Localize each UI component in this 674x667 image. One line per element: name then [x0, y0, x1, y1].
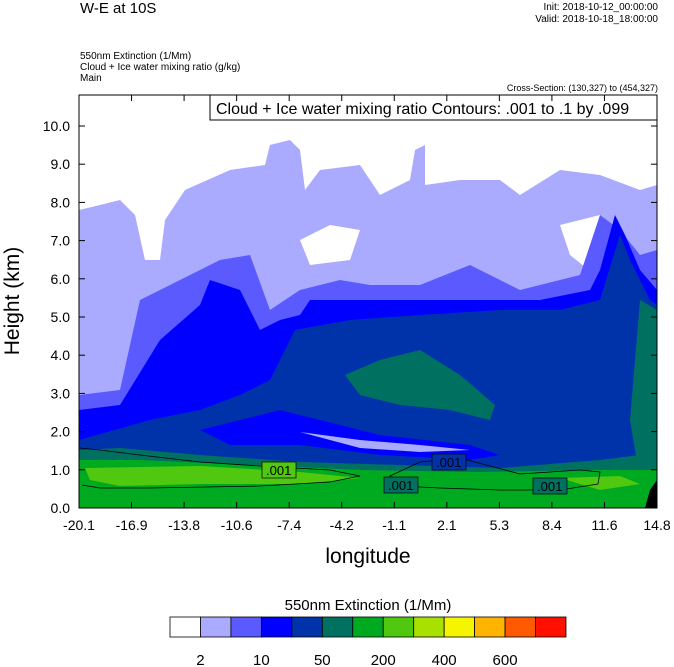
- x-tick-label: 8.4: [542, 517, 562, 533]
- contour-label: .001: [436, 455, 461, 470]
- contour-info-text: Cloud + Ice water mixing ratio Contours:…: [216, 101, 629, 118]
- colorbar-swatch: [474, 616, 506, 638]
- x-tick-label: -16.9: [116, 517, 148, 533]
- x-tick-label: -20.1: [63, 517, 95, 533]
- x-tick-label: -10.6: [221, 517, 253, 533]
- field-label-3: Main: [80, 73, 102, 84]
- region-yellowgreen: [85, 466, 640, 490]
- contour-value-labels: .001 .001 .001 .001: [261, 453, 568, 495]
- colorbar-swatch: [260, 616, 293, 638]
- x-tick-label: -1.1: [382, 517, 406, 533]
- x-tick-label: -4.2: [330, 517, 354, 533]
- colorbar-swatch: [535, 616, 567, 638]
- x-tick-label: -7.4: [277, 517, 301, 533]
- region-teal: [345, 300, 657, 500]
- contour-label: .001: [537, 479, 562, 494]
- y-tick-label: 4.0: [51, 347, 71, 363]
- y-tick-label: 1.0: [51, 462, 71, 478]
- colorbar-swatch: [200, 616, 232, 638]
- colorbar-label: 10: [253, 652, 270, 667]
- y-tick-label: 2.0: [51, 424, 71, 440]
- y-tick-label: 6.0: [51, 271, 71, 287]
- region-white-hole: [300, 215, 610, 275]
- y-tick-label: 0.0: [51, 500, 71, 516]
- colorbar-swatch: [352, 616, 384, 638]
- colorbar-label: 200: [371, 652, 396, 667]
- field-label-1: 550nm Extinction (1/Mm): [80, 51, 192, 62]
- colorbar-swatch: [291, 616, 323, 638]
- y-tick-label: 3.0: [51, 385, 71, 401]
- field-label-2: Cloud + Ice water mixing ratio (g/kg): [80, 62, 241, 73]
- cross-section-label: Cross-Section: (130,327) to (454,327): [506, 83, 658, 93]
- colorbar-swatch: [504, 616, 536, 638]
- colorbar-swatch: [382, 616, 415, 638]
- colorbar-label: 50: [314, 652, 331, 667]
- contour-label: .001: [266, 463, 291, 478]
- init-time: Init: 2018-10-12_00:00:00: [543, 2, 658, 13]
- colorbar-label: 600: [493, 652, 518, 667]
- y-tick-label: 9.0: [51, 156, 71, 172]
- x-tick-label: 11.6: [591, 517, 617, 533]
- y-axis-label: Height (km): [1, 247, 24, 356]
- colorbar-label: 400: [432, 652, 457, 667]
- colorbar-swatch: [413, 616, 445, 638]
- valid-time: Valid: 2018-10-18_18:00:00: [535, 14, 658, 25]
- x-axis-label: longitude: [325, 545, 410, 568]
- contour-label: .001: [388, 478, 413, 493]
- colorbar-swatch: [169, 616, 201, 638]
- y-tick-label: 10.0: [43, 118, 70, 134]
- x-tick-label: 14.8: [643, 517, 670, 533]
- x-tick-label: -13.8: [168, 517, 200, 533]
- colorbar-swatch: [321, 616, 354, 638]
- x-tick-label: 2.1: [437, 517, 457, 533]
- contour-info-box: [209, 94, 658, 121]
- extinction-field: [79, 95, 657, 508]
- region-dark-corner: [645, 480, 657, 508]
- x-tick-label: 5.3: [490, 517, 510, 533]
- y-tick-label: 7.0: [51, 233, 71, 249]
- colorbar-title: 550nm Extinction (1/Mm): [285, 597, 452, 614]
- y-tick-label: 8.0: [51, 194, 71, 210]
- colorbar-swatch: [443, 616, 476, 638]
- colorbar-label: 2: [196, 652, 204, 667]
- colorbar-swatch: [230, 616, 262, 638]
- plot-title: W-E at 10S: [80, 0, 157, 17]
- region-light-band: [300, 432, 470, 452]
- y-tick-label: 5.0: [51, 309, 71, 325]
